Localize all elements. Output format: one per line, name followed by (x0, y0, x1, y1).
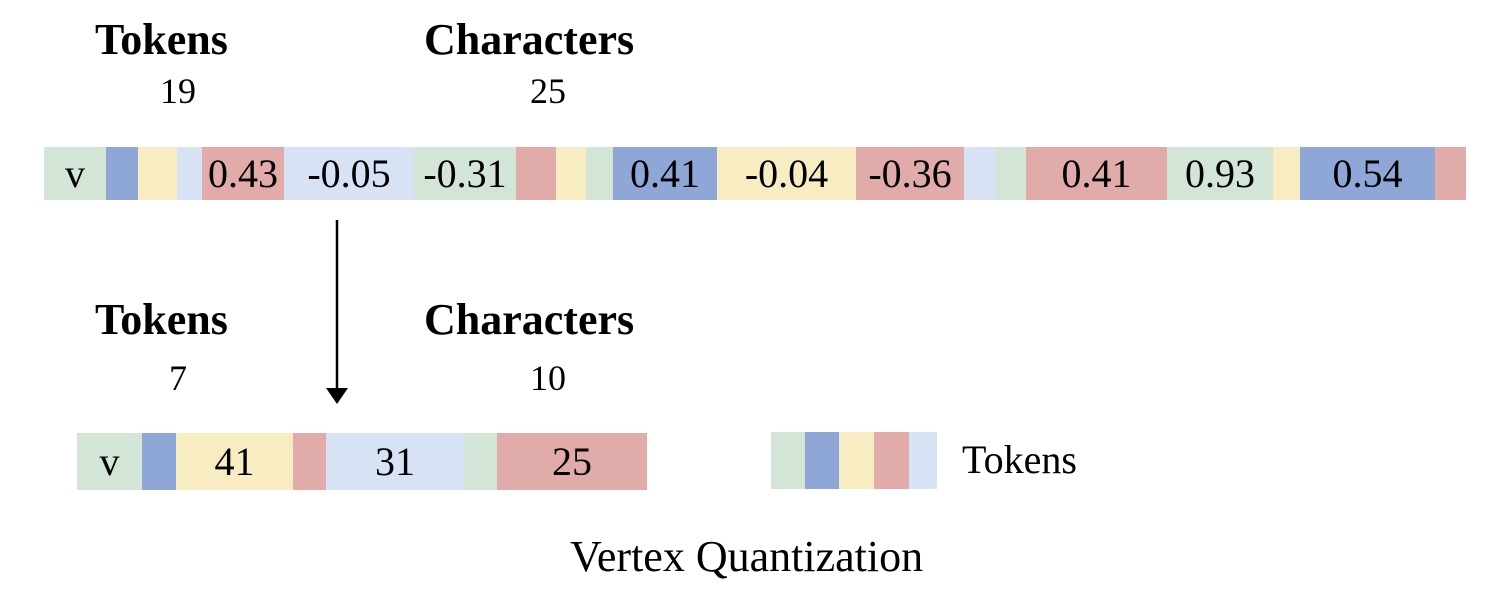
top-token-10: 0.41 (613, 147, 717, 200)
top-characters-count: 25 (530, 71, 566, 111)
legend-swatch-yellow (839, 432, 874, 489)
arrow-head (326, 388, 348, 404)
bottom-token-strip: v 41 31 25 (77, 433, 647, 490)
top-token-19 (1435, 147, 1466, 200)
top-token-3 (177, 147, 202, 200)
top-token-8 (556, 147, 586, 200)
legend-swatches (771, 432, 937, 489)
top-token-15: 0.41 (1026, 147, 1167, 200)
legend-swatch-blue (805, 432, 839, 489)
bottom-token-0: v (77, 433, 142, 490)
top-tokens-count: 19 (160, 71, 196, 111)
top-token-1 (106, 147, 138, 200)
bottom-characters-label: Characters (424, 295, 635, 344)
legend-swatch-lblue (909, 432, 937, 489)
legend-swatch-red (874, 432, 909, 489)
top-token-0: v (44, 147, 106, 200)
bottom-token-2: 41 (176, 433, 293, 490)
top-token-strip: v 0.43 -0.05 -0.31 0.41 -0.04 -0.36 0.41 0.93 0.5… (44, 147, 1466, 200)
bottom-characters-count: 10 (530, 358, 566, 398)
top-token-16: 0.93 (1167, 147, 1273, 200)
top-token-7 (516, 147, 556, 200)
bottom-token-5 (464, 433, 497, 490)
top-token-14 (995, 147, 1026, 200)
top-token-4: 0.43 (202, 147, 284, 200)
top-token-11: -0.04 (717, 147, 856, 200)
bottom-token-1 (142, 433, 176, 490)
top-characters-label: Characters (424, 15, 635, 64)
top-token-13 (964, 147, 995, 200)
bottom-token-6: 25 (497, 433, 647, 490)
top-token-6: -0.31 (414, 147, 516, 200)
top-token-17 (1273, 147, 1300, 200)
legend-label: Tokens (962, 437, 1077, 482)
top-token-2 (138, 147, 177, 200)
top-token-12: -0.36 (856, 147, 964, 200)
top-tokens-label: Tokens (95, 15, 228, 64)
bottom-tokens-count: 7 (169, 358, 187, 398)
top-token-18: 0.54 (1300, 147, 1435, 200)
bottom-token-4: 31 (326, 433, 464, 490)
legend-swatch-green (771, 432, 805, 489)
bottom-token-3 (293, 433, 326, 490)
top-token-5: -0.05 (284, 147, 414, 200)
caption: Vertex Quantization (570, 532, 924, 581)
bottom-tokens-label: Tokens (95, 295, 228, 344)
top-token-9 (586, 147, 613, 200)
